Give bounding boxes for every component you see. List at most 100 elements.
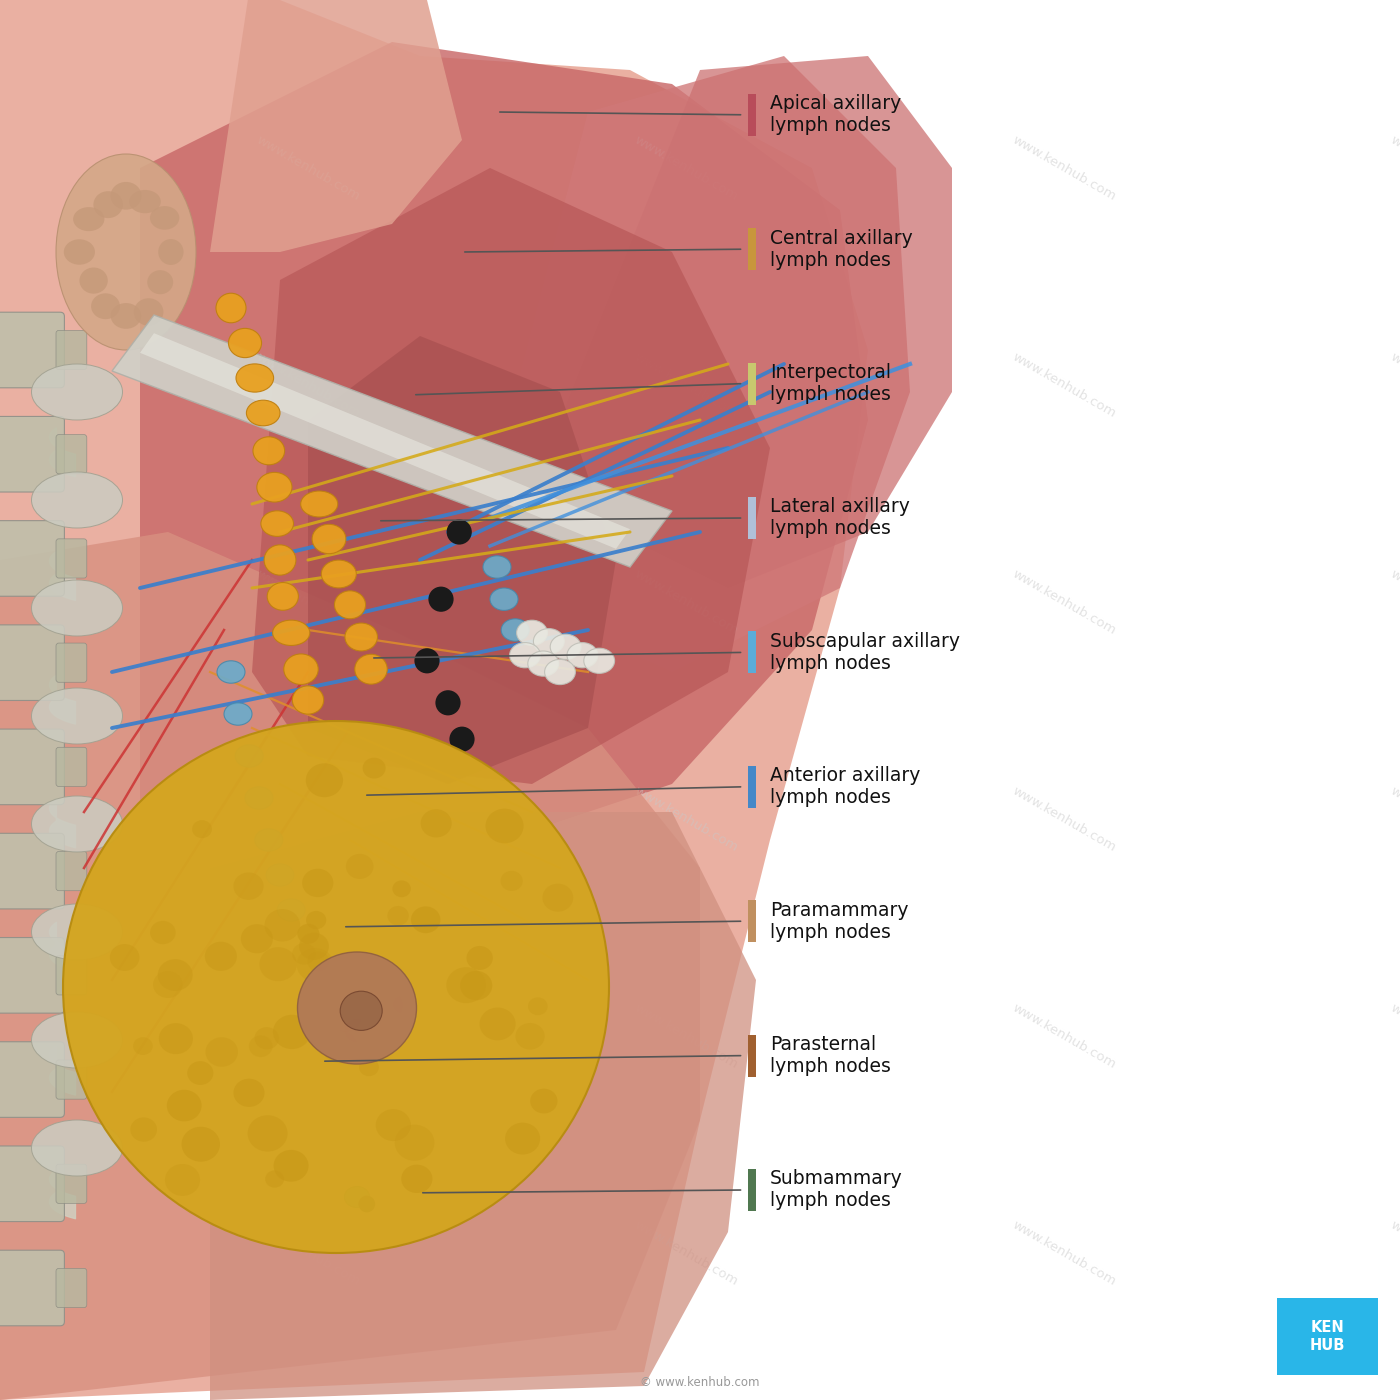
Ellipse shape xyxy=(109,944,140,972)
Ellipse shape xyxy=(344,1187,370,1207)
Polygon shape xyxy=(140,333,630,549)
Ellipse shape xyxy=(265,909,300,941)
Ellipse shape xyxy=(204,942,237,972)
Text: www.kenhub.com: www.kenhub.com xyxy=(1009,1218,1119,1288)
Ellipse shape xyxy=(542,883,573,911)
Ellipse shape xyxy=(94,192,123,218)
Ellipse shape xyxy=(133,1037,153,1056)
Polygon shape xyxy=(112,315,672,567)
Ellipse shape xyxy=(321,560,357,588)
Polygon shape xyxy=(560,56,952,588)
Ellipse shape xyxy=(297,948,333,981)
Ellipse shape xyxy=(301,491,337,517)
Ellipse shape xyxy=(216,293,246,323)
Ellipse shape xyxy=(234,872,263,900)
Ellipse shape xyxy=(111,182,141,210)
FancyBboxPatch shape xyxy=(0,521,64,596)
FancyBboxPatch shape xyxy=(56,748,87,787)
Ellipse shape xyxy=(266,864,294,886)
Ellipse shape xyxy=(91,294,120,319)
Text: www.kenhub.com: www.kenhub.com xyxy=(1387,1218,1400,1288)
Ellipse shape xyxy=(265,1170,284,1187)
FancyBboxPatch shape xyxy=(56,330,87,370)
Ellipse shape xyxy=(393,995,412,1014)
Text: www.kenhub.com: www.kenhub.com xyxy=(1009,567,1119,637)
Ellipse shape xyxy=(150,206,179,230)
Text: Interpectoral
lymph nodes: Interpectoral lymph nodes xyxy=(770,363,890,405)
Circle shape xyxy=(414,648,440,673)
Ellipse shape xyxy=(237,364,273,392)
Ellipse shape xyxy=(224,703,252,725)
Ellipse shape xyxy=(217,661,245,683)
FancyBboxPatch shape xyxy=(748,1035,756,1077)
Ellipse shape xyxy=(501,871,522,890)
Ellipse shape xyxy=(182,1127,220,1162)
Text: www.kenhub.com: www.kenhub.com xyxy=(1387,350,1400,420)
Text: www.kenhub.com: www.kenhub.com xyxy=(1387,784,1400,854)
Ellipse shape xyxy=(550,634,581,659)
Ellipse shape xyxy=(371,969,392,988)
Ellipse shape xyxy=(501,619,529,641)
Ellipse shape xyxy=(245,787,273,809)
Ellipse shape xyxy=(158,959,193,991)
Ellipse shape xyxy=(395,1124,434,1161)
Ellipse shape xyxy=(528,997,547,1015)
FancyBboxPatch shape xyxy=(0,1147,64,1222)
Ellipse shape xyxy=(63,721,609,1253)
Ellipse shape xyxy=(480,1008,515,1040)
Ellipse shape xyxy=(246,400,280,426)
Text: KEN
HUB: KEN HUB xyxy=(1309,1320,1345,1352)
FancyBboxPatch shape xyxy=(56,1165,87,1204)
Ellipse shape xyxy=(354,654,388,685)
Ellipse shape xyxy=(265,545,295,575)
Ellipse shape xyxy=(528,651,559,676)
Ellipse shape xyxy=(312,524,346,554)
FancyBboxPatch shape xyxy=(748,94,756,136)
Ellipse shape xyxy=(545,659,575,685)
Text: www.kenhub.com: www.kenhub.com xyxy=(631,784,741,854)
Text: www.kenhub.com: www.kenhub.com xyxy=(1009,1001,1119,1071)
Ellipse shape xyxy=(188,1061,213,1085)
Ellipse shape xyxy=(322,1030,358,1063)
Text: www.kenhub.com: www.kenhub.com xyxy=(253,784,363,854)
Text: © www.kenhub.com: © www.kenhub.com xyxy=(640,1376,760,1389)
FancyBboxPatch shape xyxy=(56,1268,87,1308)
Ellipse shape xyxy=(344,1019,371,1043)
Ellipse shape xyxy=(255,829,283,851)
Ellipse shape xyxy=(158,1023,193,1054)
FancyBboxPatch shape xyxy=(748,1169,756,1211)
Polygon shape xyxy=(308,336,616,784)
Ellipse shape xyxy=(277,899,305,921)
Ellipse shape xyxy=(273,1015,311,1049)
Ellipse shape xyxy=(358,1058,379,1077)
Ellipse shape xyxy=(31,687,123,743)
Circle shape xyxy=(447,519,472,545)
Ellipse shape xyxy=(483,556,511,578)
FancyBboxPatch shape xyxy=(748,497,756,539)
Text: www.kenhub.com: www.kenhub.com xyxy=(1009,784,1119,854)
FancyBboxPatch shape xyxy=(56,434,87,473)
Ellipse shape xyxy=(335,591,365,619)
Ellipse shape xyxy=(305,763,343,797)
Ellipse shape xyxy=(340,991,382,1030)
Text: www.kenhub.com: www.kenhub.com xyxy=(1387,133,1400,203)
Ellipse shape xyxy=(235,745,263,767)
Text: Central axillary
lymph nodes: Central axillary lymph nodes xyxy=(770,228,913,270)
FancyBboxPatch shape xyxy=(0,312,64,388)
FancyBboxPatch shape xyxy=(0,624,64,700)
FancyBboxPatch shape xyxy=(1277,1298,1378,1375)
Text: Anterior axillary
lymph nodes: Anterior axillary lymph nodes xyxy=(770,766,920,808)
FancyBboxPatch shape xyxy=(0,833,64,909)
Ellipse shape xyxy=(253,437,284,465)
Polygon shape xyxy=(490,56,910,672)
Ellipse shape xyxy=(234,1078,265,1107)
Ellipse shape xyxy=(147,270,174,294)
Text: www.kenhub.com: www.kenhub.com xyxy=(253,350,363,420)
Ellipse shape xyxy=(293,686,323,714)
Polygon shape xyxy=(0,0,868,1400)
Ellipse shape xyxy=(308,952,329,972)
Ellipse shape xyxy=(447,967,486,1004)
Ellipse shape xyxy=(150,921,175,944)
Ellipse shape xyxy=(31,904,123,960)
Ellipse shape xyxy=(111,302,141,329)
